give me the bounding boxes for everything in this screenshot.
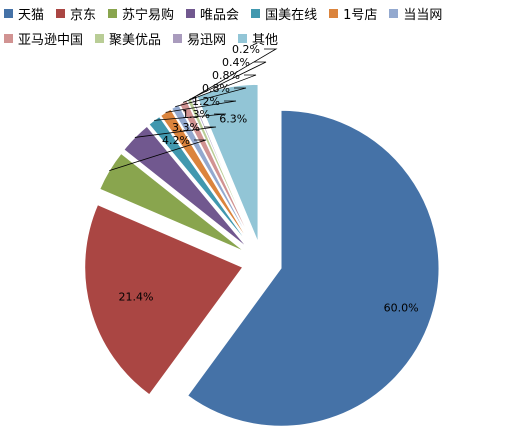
legend-item: 唯品会 [186,4,239,23]
slice-data-label: 0.8% [212,69,240,82]
legend-label: 国美在线 [265,8,318,23]
legend-item: 当当网 [389,4,442,23]
legend-item: 其他 [238,29,278,48]
slice-data-label: 6.3% [219,112,247,125]
leader-line [192,48,278,99]
legend-label: 亚马逊中国 [18,33,84,48]
slice-data-label: 4.2% [162,134,190,147]
legend-label: 1号店 [343,8,378,23]
legend-item: 京东 [56,4,96,23]
legend-label: 其他 [252,33,279,48]
leader-line [175,87,247,107]
legend-label: 唯品会 [200,8,240,23]
legend-item: 国美在线 [251,4,317,23]
slice-data-label: 21.4% [119,290,154,303]
pie-slice [186,109,440,427]
leader-line [165,100,237,113]
slice-data-label: 0.2% [232,43,260,56]
legend-label: 当当网 [403,8,443,23]
legend-item: 天猫 [4,4,44,23]
legend-label: 京东 [70,8,97,23]
legend-item: 聚美优品 [95,29,161,48]
chart-legend: 天猫 京东 苏宁易购 唯品会 国美在线 1号店 当当网亚马逊中国 聚美优品 易迅网 其他 [4,4,509,48]
legend-swatch [4,34,13,43]
legend-swatch [108,9,118,18]
legend-swatch [186,9,196,18]
legend-label: 易迅网 [187,33,227,48]
slice-data-label: 60.0% [384,302,419,315]
slice-data-label: 0.4% [222,56,250,69]
legend-swatch [251,9,261,18]
leader-line [154,113,227,121]
legend-swatch [173,34,183,43]
legend-label: 苏宁易购 [122,8,175,23]
leader-line [134,126,217,138]
slice-data-label: 0.8% [202,82,230,95]
legend-item: 亚马逊中国 [4,29,83,48]
legend-swatch [4,9,13,18]
legend-swatch [389,9,399,18]
slice-data-label: 1.2% [192,95,220,108]
leader-line [189,61,267,100]
slice-data-label: 3.3% [172,121,200,134]
legend-swatch [95,34,105,43]
leader-line [109,139,207,171]
legend-swatch [238,34,248,43]
legend-swatch [56,9,66,18]
legend-label: 聚美优品 [109,33,162,48]
leader-line [182,74,257,103]
slice-data-label: 1.3% [182,108,210,121]
legend-swatch [329,9,339,18]
pie-slice [84,204,244,396]
legend-label: 天猫 [18,8,45,23]
pie-slice [196,83,259,243]
legend-item: 1号店 [329,4,377,23]
legend-item: 苏宁易购 [108,4,174,23]
legend-item: 易迅网 [173,29,226,48]
